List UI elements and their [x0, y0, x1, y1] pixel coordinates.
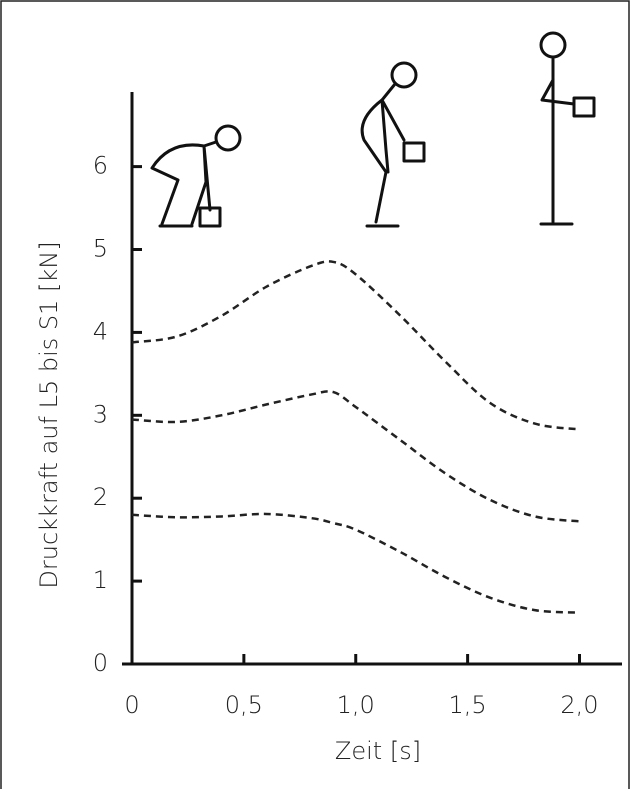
- x-tick-label: 1,5: [449, 691, 487, 719]
- y-axis-title: Druckkraft auf L5 bis S1 [kN]: [35, 241, 63, 588]
- y-tick-label: 4: [93, 317, 108, 345]
- x-tick-label: 2,0: [560, 691, 598, 719]
- data-line: [132, 391, 579, 521]
- y-tick-label: 6: [93, 152, 108, 180]
- figure-half: [362, 63, 424, 226]
- y-tick-label: 2: [93, 483, 108, 511]
- data-line: [132, 261, 579, 429]
- x-tick-label: 0: [124, 691, 139, 719]
- y-tick-label: 3: [93, 400, 108, 428]
- x-tick-label: 0,5: [225, 691, 263, 719]
- y-tick-label: 0: [93, 649, 108, 677]
- data-line: [132, 514, 579, 613]
- y-tick-label: 1: [93, 566, 108, 594]
- figure-upright: [541, 33, 594, 224]
- chart: Zeit [s] Druckkraft auf L5 bis S1 [kN] 0…: [0, 0, 630, 789]
- y-tick-label: 5: [93, 235, 108, 263]
- x-tick-label: 1,0: [337, 691, 375, 719]
- x-axis-title: Zeit [s]: [335, 737, 421, 765]
- figure-bent: [152, 126, 240, 226]
